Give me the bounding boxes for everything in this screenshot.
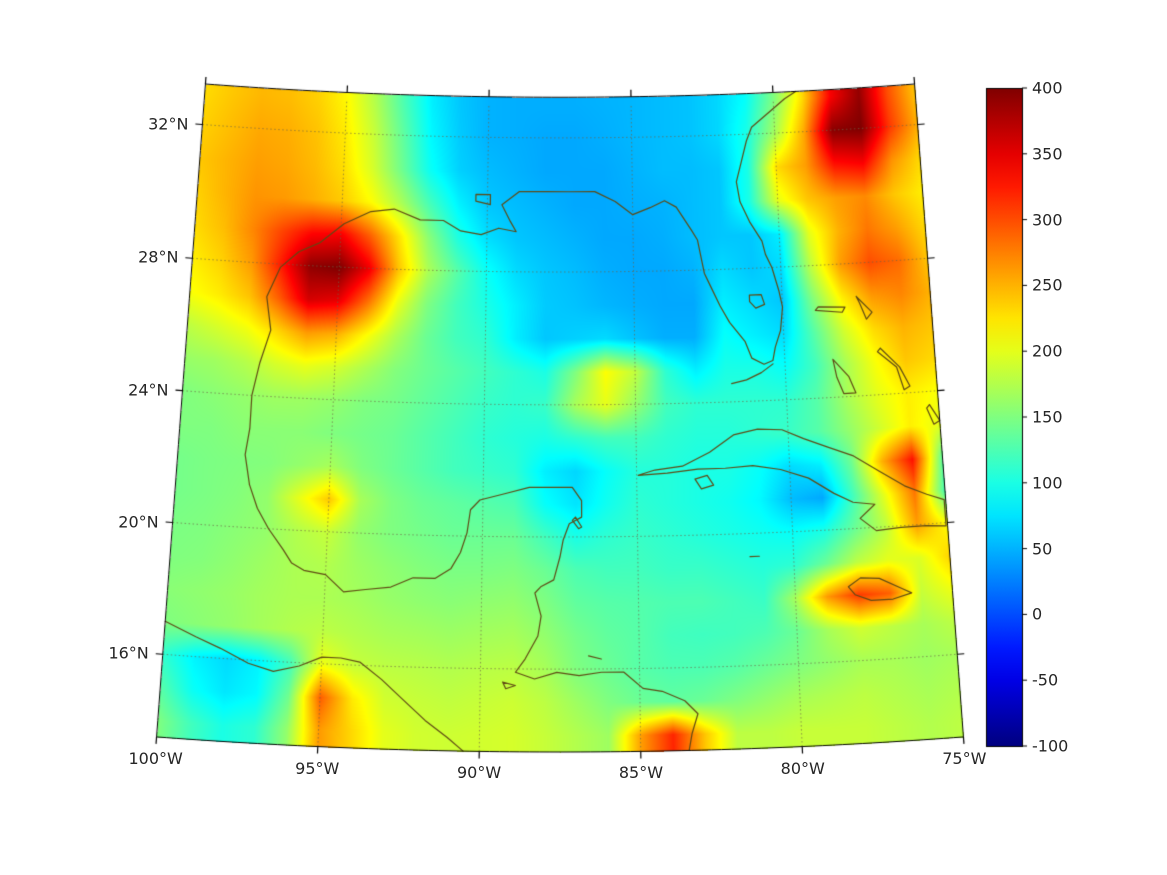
colorbar-tick-label: 300 — [1032, 210, 1063, 230]
x-tick-label: 90°W — [456, 763, 502, 783]
colorbar-tick-label: 400 — [1032, 78, 1063, 98]
colorbar-tick-label: 350 — [1032, 144, 1063, 164]
y-tick-label: 32°N — [148, 114, 189, 134]
colorbar-tick-label: 150 — [1032, 407, 1063, 427]
colorbar-tick-label: 0 — [1032, 604, 1043, 624]
colorbar-tick-label: 100 — [1032, 473, 1063, 493]
y-tick-label: 20°N — [118, 512, 159, 532]
colorbar-tick-label: -100 — [1032, 736, 1069, 756]
x-tick-label: 80°W — [780, 758, 825, 778]
colorbar-tick-label: -50 — [1032, 670, 1059, 690]
y-tick-label: 16°N — [108, 643, 149, 663]
x-tick-label: 95°W — [295, 758, 340, 778]
y-tick-label: 24°N — [128, 380, 169, 400]
x-tick-label: 75°W — [942, 748, 987, 768]
x-tick-label: 100°W — [128, 748, 183, 768]
y-tick-label: 28°N — [138, 247, 179, 267]
colorbar-tick-label: 50 — [1032, 539, 1053, 559]
x-tick-label: 85°W — [618, 763, 664, 783]
colorbar-tick-label: 200 — [1032, 341, 1063, 361]
colorbar-tick-label: 250 — [1032, 275, 1063, 295]
